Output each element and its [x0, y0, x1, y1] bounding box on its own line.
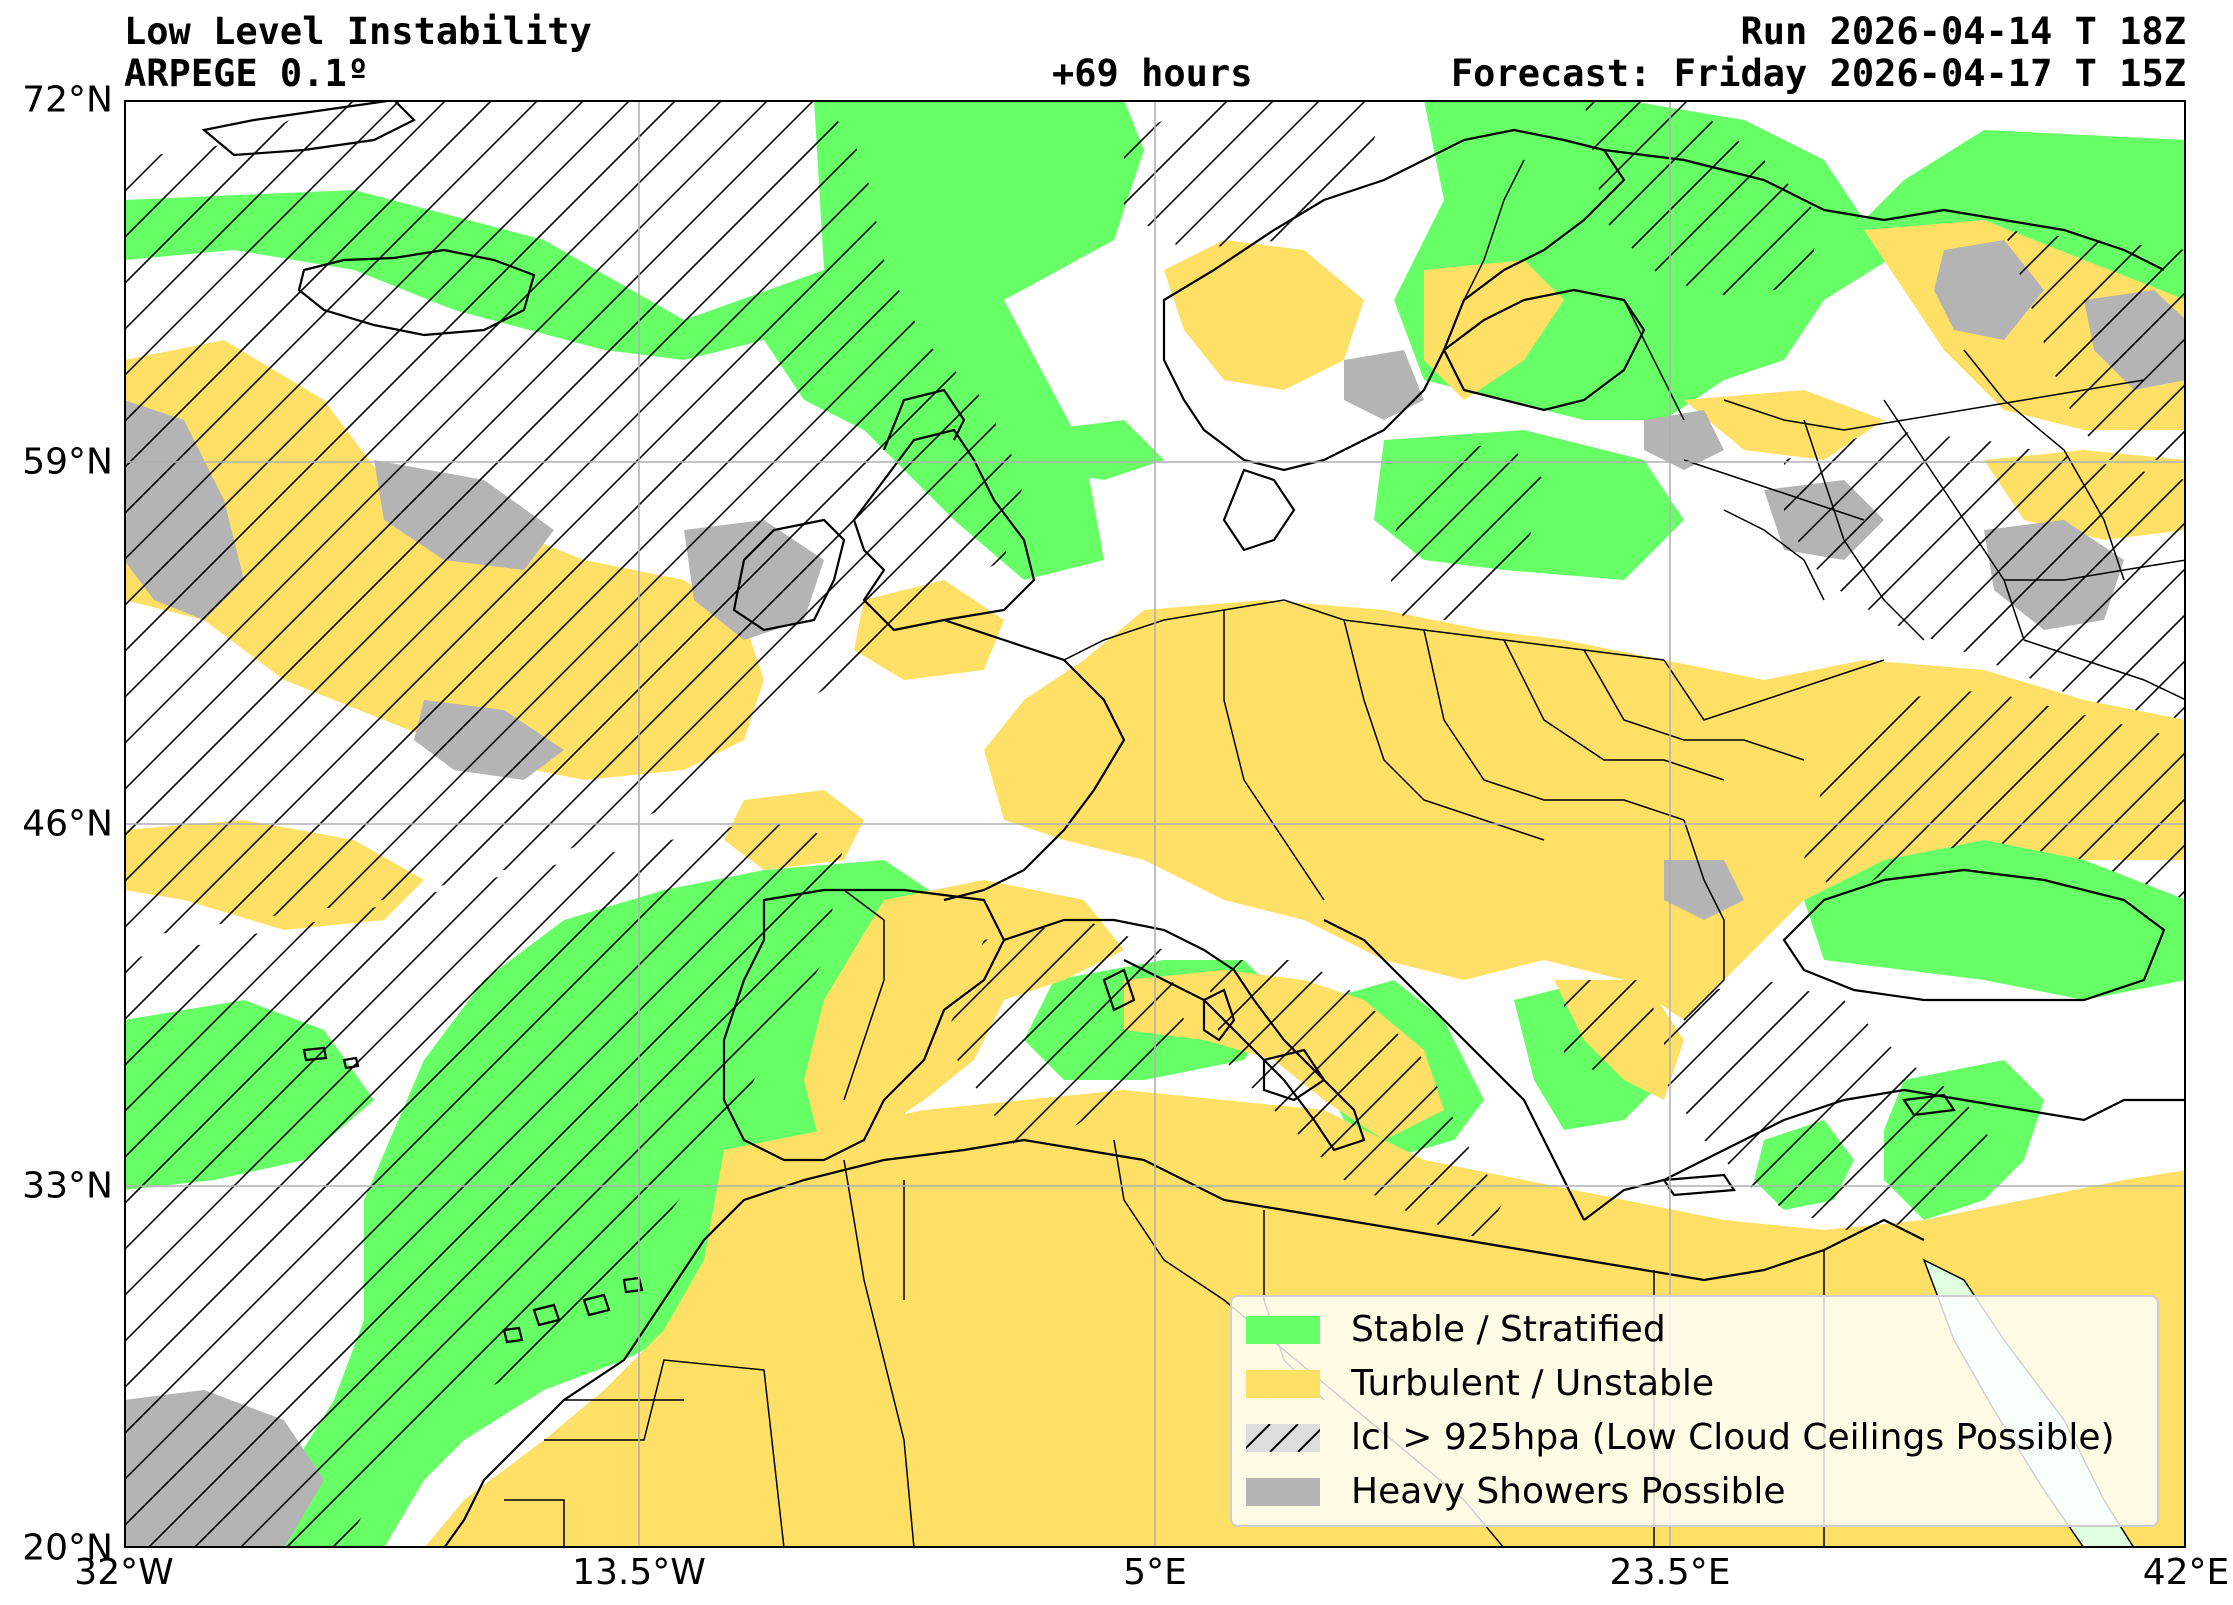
coastlines: [201, 100, 2186, 1548]
lon-tick-13-5w: 13.5°W: [572, 1552, 706, 1593]
lead-time-label: +69 hours: [1052, 52, 1253, 95]
unstable-swatch: [1246, 1370, 1320, 1398]
model-label: ARPEGE 0.1º: [124, 52, 370, 95]
lon-tick-32w: 32°W: [74, 1552, 174, 1593]
low-cloud-hatch-regions: [124, 100, 2186, 1548]
map-title: Low Level Instability: [124, 10, 592, 53]
stable-swatch: [1246, 1316, 1320, 1344]
lat-tick-46: 46°N: [22, 803, 113, 845]
hatch-swatch: [1246, 1424, 1320, 1452]
lat-tick-72: 72°N: [22, 79, 113, 121]
legend-label-unstable: Turbulent / Unstable: [1351, 1363, 1715, 1404]
lon-tick-5e: 5°E: [1123, 1552, 1187, 1593]
run-label: Run 2026-04-14 T 18Z: [1740, 10, 2186, 53]
legend-label-stable: Stable / Stratified: [1351, 1309, 1666, 1350]
map-frame: [124, 100, 2186, 1548]
lon-tick-23-5e: 23.5°E: [1609, 1552, 1731, 1593]
graticule: [124, 100, 2186, 1548]
lat-tick-33: 33°N: [22, 1165, 113, 1207]
lon-tick-42e: 42°E: [2142, 1552, 2230, 1593]
map-legend: Stable / Stratified Turbulent / Unstable…: [1230, 1295, 2159, 1527]
forecast-label: Forecast: Friday 2026-04-17 T 15Z: [1450, 52, 2186, 95]
showers-swatch: [1246, 1478, 1320, 1506]
legend-label-low-cloud: lcl > 925hpa (Low Cloud Ceilings Possibl…: [1351, 1417, 2115, 1458]
legend-label-showers: Heavy Showers Possible: [1351, 1471, 1786, 1512]
instability-map: [124, 100, 2186, 1548]
lat-tick-59: 59°N: [22, 441, 113, 483]
lat-tick-20: 20°N: [22, 1527, 113, 1569]
